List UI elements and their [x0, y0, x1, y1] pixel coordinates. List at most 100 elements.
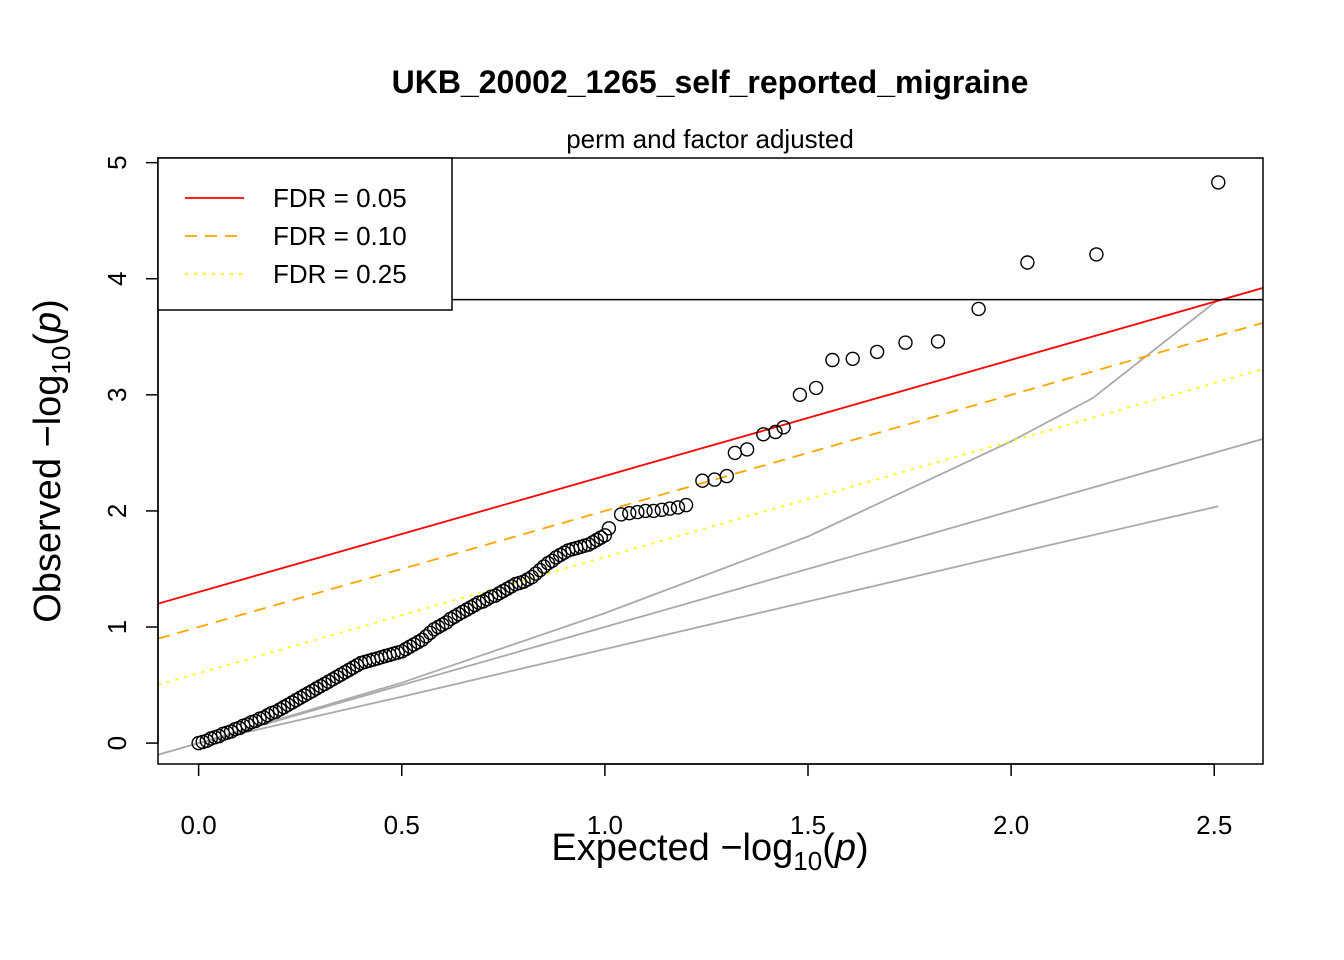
y-tick-label: 0	[102, 736, 132, 750]
y-axis-title-subscript: 10	[46, 346, 76, 375]
data-point	[825, 352, 840, 368]
data-point	[475, 594, 491, 609]
reference-curves	[158, 298, 1263, 756]
data-point	[727, 445, 743, 461]
data-point	[500, 581, 515, 596]
data-point	[622, 506, 637, 521]
legend-box	[157, 157, 453, 311]
x-axis: 0.0 0.5 1.0 1.5 2.0 2.5	[181, 763, 1232, 840]
y-tick-label: 4	[102, 272, 132, 286]
data-point	[808, 380, 824, 396]
data-point	[329, 669, 344, 685]
data-point	[585, 535, 600, 550]
chart-title: UKB_20002_1265_self_reported_migraine	[392, 64, 1029, 100]
y-axis-title-open-paren: (	[27, 333, 69, 346]
y-tick-label: 3	[102, 388, 132, 402]
x-tick-label: 2.5	[1196, 810, 1232, 840]
y-axis: 0 1 2 3 4 5	[102, 155, 159, 750]
data-point	[488, 588, 503, 603]
data-point	[654, 502, 669, 517]
data-point	[459, 602, 474, 617]
data-point	[662, 501, 678, 516]
data-point	[272, 702, 288, 717]
data-point	[467, 597, 483, 613]
x-axis-title-variable: p	[834, 827, 856, 869]
x-axis-title-subscript: 10	[793, 846, 822, 876]
data-point	[479, 591, 495, 607]
y-axis-title-prefix: Observed −log	[27, 375, 69, 623]
data-point	[557, 545, 572, 560]
reference-curve-2	[198, 505, 1219, 744]
y-tick-label: 1	[102, 620, 132, 634]
data-point	[739, 442, 755, 457]
x-tick-label: 0.0	[181, 810, 217, 840]
x-tick-label: 0.5	[384, 810, 420, 840]
data-point	[447, 609, 462, 624]
y-tick-label: 2	[102, 504, 132, 518]
data-point	[670, 500, 686, 515]
data-point	[707, 472, 722, 487]
data-point	[1089, 247, 1104, 262]
y-axis-title-variable: p	[27, 312, 69, 334]
data-point	[284, 695, 300, 710]
data-point	[695, 473, 710, 488]
data-point	[394, 644, 409, 659]
data-point	[317, 676, 332, 692]
data-point	[930, 334, 946, 349]
data-point	[601, 521, 617, 536]
data-point	[845, 351, 860, 366]
data-point	[792, 387, 808, 402]
data-point	[349, 658, 365, 673]
data-point	[398, 641, 413, 657]
legend-label: FDR = 0.25	[273, 259, 407, 289]
x-tick-label: 2.0	[993, 810, 1029, 840]
data-point	[869, 344, 885, 360]
fdr-line-2	[158, 368, 1263, 686]
reference-curve-1	[198, 298, 1219, 744]
data-points	[191, 175, 1226, 751]
x-axis-title-open-paren: (	[822, 827, 835, 869]
data-point	[297, 688, 312, 703]
data-point	[305, 683, 320, 699]
y-axis-title-close-paren: )	[27, 299, 69, 312]
legend: FDR = 0.05 FDR = 0.10 FDR = 0.25	[157, 157, 453, 311]
x-axis-title-close-paren: )	[856, 827, 869, 869]
data-point	[402, 639, 418, 654]
x-tick-label: 1.0	[587, 810, 623, 840]
data-point	[232, 720, 247, 736]
data-point	[341, 662, 357, 678]
y-tick-label: 5	[102, 155, 132, 169]
data-point	[1211, 175, 1226, 190]
data-point	[678, 497, 694, 513]
fdr-lines	[158, 287, 1263, 686]
data-point	[532, 562, 548, 578]
legend-label: FDR = 0.05	[273, 183, 407, 213]
data-point	[776, 420, 791, 435]
fdr-line-1	[158, 321, 1263, 640]
data-point	[199, 733, 215, 748]
legend-label: FDR = 0.10	[273, 221, 407, 251]
data-point	[548, 550, 564, 565]
data-point	[325, 672, 340, 687]
data-point	[597, 528, 613, 543]
data-point	[256, 710, 271, 725]
fdr-line-0	[158, 287, 1263, 605]
x-tick-label: 1.5	[790, 810, 826, 840]
data-point	[756, 427, 771, 442]
data-point	[613, 507, 629, 522]
data-point	[638, 503, 653, 519]
data-point	[768, 424, 783, 440]
x-axis-title-prefix: Expected −log	[551, 827, 793, 869]
data-point	[971, 301, 986, 317]
reference-curve-0	[158, 438, 1263, 756]
data-point	[240, 717, 255, 732]
data-point	[719, 468, 734, 484]
data-point	[646, 503, 661, 519]
data-point	[630, 504, 645, 520]
chart-subtitle: perm and factor adjusted	[566, 124, 854, 154]
x-axis-title: Expected −log10(p)	[551, 827, 868, 876]
data-point	[1020, 255, 1035, 270]
data-point	[337, 665, 353, 680]
y-axis-title: Observed −log10(p)	[27, 299, 76, 623]
